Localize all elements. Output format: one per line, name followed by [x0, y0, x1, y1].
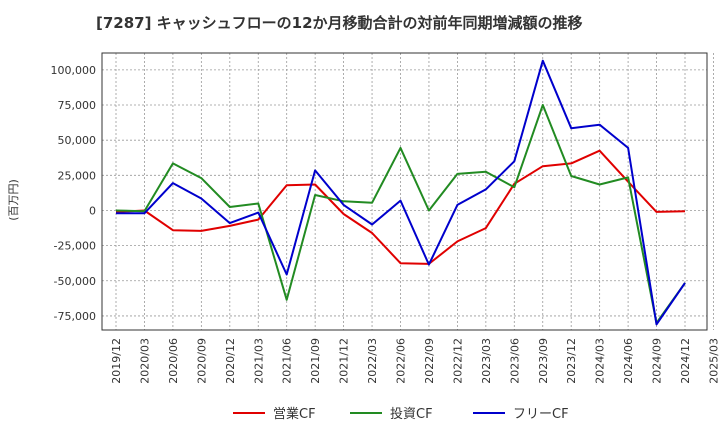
x-tick-label: 2024/12 [679, 338, 692, 384]
x-tick-label: 2022/03 [366, 338, 379, 384]
x-tick-label: 2025/03 [707, 338, 720, 384]
legend-label: 営業CF [273, 406, 316, 422]
x-tick-label: 2024/03 [594, 338, 607, 384]
series-lines [115, 59, 686, 326]
x-tick-label: 2021/09 [309, 338, 322, 384]
y-tick-label: 75,000 [58, 99, 97, 112]
y-axis-label: (百万円) [7, 179, 20, 221]
series-line [116, 59, 686, 326]
y-tick-label: -50,000 [54, 275, 96, 288]
x-tick-label: 2021/12 [338, 338, 351, 384]
x-tick-label: 2019/12 [110, 338, 123, 384]
y-tick-label: 50,000 [58, 134, 97, 147]
legend-label: 投資CF [390, 406, 433, 422]
x-tick-label: 2023/12 [565, 338, 578, 384]
series-line [115, 149, 686, 265]
x-tick-label: 2020/12 [224, 338, 237, 384]
legend-label: フリーCF [513, 407, 569, 422]
y-tick-label: -25,000 [54, 240, 96, 253]
x-tick-label: 2022/09 [423, 338, 436, 384]
y-tick-labels: 100,000 75,000 50,000 25,000 0 -25,000 -50,000… [51, 64, 97, 323]
legend: 営業CF 投資CF フリーCF [233, 406, 569, 422]
y-tick-label: -75,000 [54, 310, 96, 323]
y-tick-label: 100,000 [51, 64, 97, 77]
x-tick-labels: 2019/12 2020/03 2020/06 2020/09 2020/12 2021/… [110, 338, 720, 384]
x-tick-label: 2022/12 [451, 338, 464, 384]
x-tick-label: 2020/06 [167, 338, 180, 384]
chart-title: [7287] キャッシュフローの12か月移動合計の対前年同期増減額の推移 [96, 14, 583, 32]
x-tick-label: 2021/06 [281, 338, 294, 384]
x-tick-label: 2024/06 [622, 338, 635, 384]
x-tick-label: 2020/09 [195, 338, 208, 384]
y-tick-label: 0 [89, 204, 96, 217]
gridlines [102, 53, 714, 330]
x-tick-label: 2021/03 [252, 338, 265, 384]
plot-area-background [102, 53, 707, 330]
x-tick-label: 2023/06 [508, 338, 521, 384]
x-tick-label: 2022/06 [395, 338, 408, 384]
plot-area-border [101, 52, 708, 331]
series-line [115, 104, 686, 324]
x-tick-label: 2023/09 [537, 338, 550, 384]
y-tick-label: 25,000 [58, 169, 97, 182]
x-tick-label: 2023/03 [480, 338, 493, 384]
x-tick-label: 2020/03 [138, 338, 151, 384]
x-tick-label: 2024/09 [651, 338, 664, 384]
